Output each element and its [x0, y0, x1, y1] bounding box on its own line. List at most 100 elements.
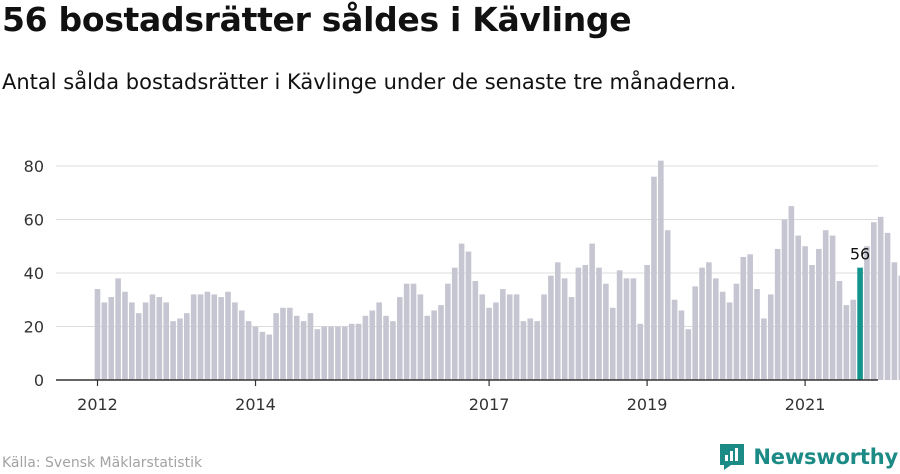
- bar: [623, 278, 630, 380]
- y-tick-label: 20: [24, 318, 44, 337]
- bar: [403, 283, 410, 380]
- bar: [335, 326, 341, 380]
- bar: [184, 313, 190, 381]
- bar: [513, 294, 520, 380]
- bar: [685, 329, 692, 380]
- bar: [788, 206, 795, 381]
- bar: [190, 294, 197, 380]
- bar: [142, 302, 149, 380]
- bar: [451, 267, 458, 380]
- bar: [314, 329, 321, 380]
- axes: [56, 379, 878, 386]
- x-tick-label: 2017: [469, 395, 510, 414]
- bar: [287, 307, 293, 380]
- bar: [458, 243, 465, 380]
- bar: [754, 289, 760, 380]
- source-note: Källa: Svensk Mäklarstatistik: [2, 455, 203, 471]
- bar: [829, 235, 836, 380]
- bar: [706, 262, 712, 380]
- brand-name: Newsworthy: [753, 445, 898, 469]
- bar: [809, 264, 815, 380]
- bar: [603, 283, 609, 380]
- bar: [108, 297, 115, 380]
- bar: [767, 294, 774, 380]
- bar: [616, 270, 623, 380]
- bar: [664, 230, 671, 380]
- bar: [342, 326, 348, 380]
- bar: [884, 232, 891, 381]
- bar: [609, 307, 616, 380]
- highlight-value-label: 56: [850, 245, 870, 264]
- bar: [568, 297, 575, 380]
- bar: [177, 318, 183, 380]
- x-tick-label: 2012: [77, 395, 118, 414]
- bar: [795, 235, 802, 380]
- bar: [781, 219, 788, 380]
- bar: [129, 302, 135, 380]
- bar: [898, 275, 900, 380]
- bar: [101, 302, 108, 380]
- bar: [156, 297, 163, 380]
- bar: [589, 243, 595, 380]
- bar: [170, 321, 176, 380]
- bar: [280, 307, 286, 380]
- y-tick-label: 0: [34, 371, 44, 390]
- y-tick-label: 60: [24, 211, 44, 230]
- bar: [699, 267, 705, 380]
- bar: [410, 283, 417, 380]
- x-tick-label: 2021: [785, 395, 826, 414]
- bar: [383, 315, 389, 380]
- bar: [527, 318, 534, 380]
- x-tick-label: 2019: [627, 395, 668, 414]
- bar: [822, 230, 829, 380]
- bar: [232, 302, 238, 380]
- bar: [500, 289, 506, 380]
- bar: [328, 326, 334, 380]
- bar: [479, 294, 486, 380]
- bar: [761, 318, 767, 380]
- bar: [747, 254, 753, 380]
- chart-title: 56 bostadsrätter såldes i Kävlinge: [2, 0, 632, 39]
- bar: [891, 262, 898, 380]
- bar: [431, 310, 437, 380]
- bar: [575, 267, 582, 380]
- bar: [417, 294, 424, 380]
- newsworthy-logo-icon: [720, 444, 745, 470]
- bar: [554, 262, 561, 380]
- bar: [637, 323, 644, 380]
- bar: [149, 294, 156, 380]
- y-tick-label: 40: [24, 264, 44, 283]
- bar: [713, 278, 719, 380]
- bar: [733, 283, 740, 380]
- bar: [843, 305, 850, 380]
- y-tick-label: 80: [24, 157, 44, 176]
- x-tick-label: 2014: [235, 395, 276, 414]
- bar: [135, 313, 142, 381]
- chart-subtitle: Antal sålda bostadsrätter i Kävlinge und…: [2, 70, 737, 94]
- bar: [396, 297, 403, 380]
- bar: [163, 302, 169, 380]
- bar: [438, 305, 444, 380]
- bar: [774, 248, 781, 380]
- bar: [644, 264, 650, 380]
- bar: [211, 294, 218, 380]
- bar: [300, 321, 307, 380]
- bar: [293, 315, 300, 380]
- bar: [252, 326, 259, 380]
- bar: [493, 302, 499, 380]
- bar: [816, 248, 822, 380]
- labels: 0 20 40 60 80 2012 2014 2017 2019 2021 56: [24, 157, 871, 414]
- bar: [266, 334, 273, 380]
- bar: [390, 321, 396, 380]
- brand-logo[interactable]: Newsworthy: [719, 442, 898, 472]
- bar: [582, 264, 589, 380]
- bar: [445, 283, 451, 380]
- bar: [204, 291, 211, 380]
- bar: [355, 323, 362, 380]
- bar: [692, 286, 698, 381]
- bar: [362, 315, 369, 380]
- bar: [348, 323, 355, 380]
- bar: [245, 321, 252, 380]
- bar: [238, 310, 245, 380]
